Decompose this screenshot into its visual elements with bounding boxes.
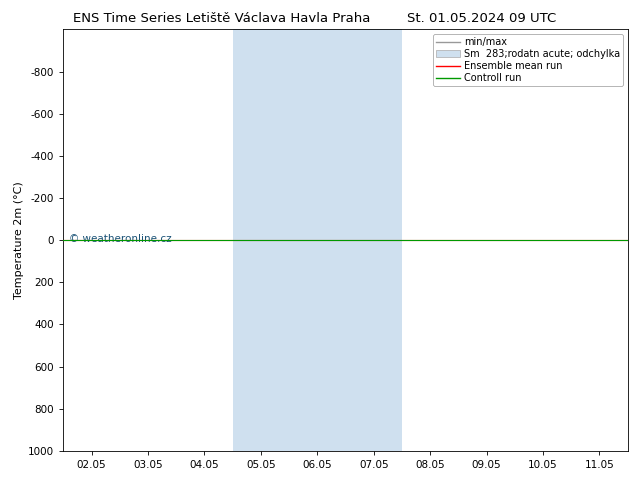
Text: St. 01.05.2024 09 UTC: St. 01.05.2024 09 UTC: [407, 12, 557, 25]
Text: © weatheronline.cz: © weatheronline.cz: [69, 234, 172, 244]
Bar: [233, 29, 402, 451]
Legend: min/max, Sm  283;rodatn acute; odchylka, Ensemble mean run, Controll run: min/max, Sm 283;rodatn acute; odchylka, …: [432, 34, 623, 86]
Y-axis label: Temperature 2m (°C): Temperature 2m (°C): [14, 181, 24, 299]
Text: ENS Time Series Letiště Václava Havla Praha: ENS Time Series Letiště Václava Havla Pr…: [73, 12, 371, 25]
